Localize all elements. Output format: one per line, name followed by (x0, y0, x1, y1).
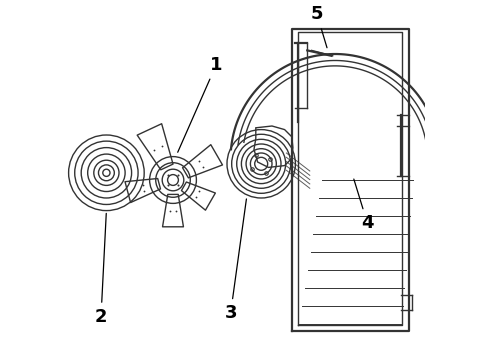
Text: 2: 2 (95, 213, 107, 326)
Text: 3: 3 (224, 199, 246, 322)
Text: 4: 4 (354, 179, 374, 232)
Text: 5: 5 (311, 5, 327, 48)
Text: 1: 1 (178, 56, 222, 152)
